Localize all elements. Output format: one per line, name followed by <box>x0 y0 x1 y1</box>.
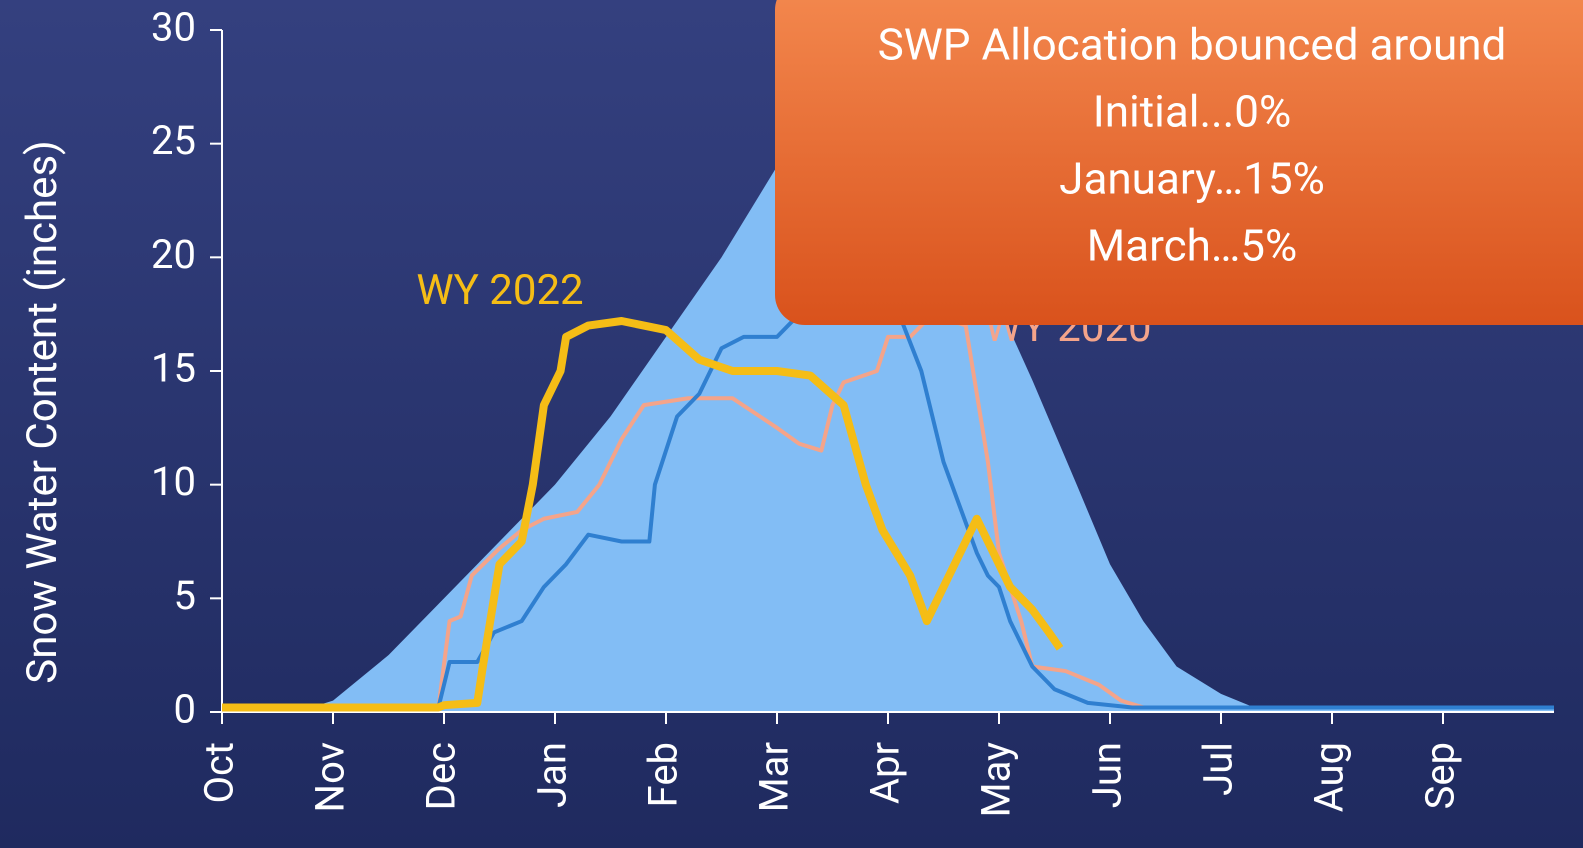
line <box>222 312 1554 710</box>
y-tick-label: 30 <box>151 4 196 51</box>
x-tick-label: Sep <box>1417 742 1464 809</box>
plot-area: 0 5 10 15 20 25 30 Oct Nov Dec Jan Feb Mar Apr May Jun J… <box>151 4 1554 817</box>
x-tick-label: Jun <box>1084 742 1131 808</box>
x-tick-label: Apr <box>862 742 909 804</box>
y-tick-label: 0 <box>174 686 196 733</box>
annotation-box: SWP Allocation bounced around Initial...0… <box>775 0 1583 325</box>
x-tick-label: Aug <box>1306 742 1353 812</box>
area <box>222 75 1554 712</box>
x-tick-label: Dec <box>418 742 465 810</box>
y-tick-label: 10 <box>151 458 196 505</box>
y-tick-label: 15 <box>151 345 196 392</box>
x-tick-label: Mar <box>751 742 798 812</box>
x-tick-label: May <box>973 742 1020 817</box>
line <box>222 312 1554 710</box>
y-tick-label: 5 <box>174 572 196 619</box>
line <box>222 316 1064 712</box>
x-tick-label: Nov <box>307 742 354 812</box>
x-tick-label: Oct <box>196 742 243 804</box>
series-label: WY 2022 <box>416 266 583 315</box>
x-tick-label: Jul <box>1195 742 1242 796</box>
y-tick-label: 25 <box>151 117 196 164</box>
annotation-background <box>775 0 1583 325</box>
annotation: SWP Allocation bounced around <box>878 19 1507 71</box>
y-axis-label: Snow Water Content (inches) <box>18 140 67 683</box>
annotation: Initial...0% <box>1093 86 1291 138</box>
x-tick-label: Jan <box>529 742 576 808</box>
annotation: January…15% <box>1059 153 1325 205</box>
annotation: March…5% <box>1087 220 1298 272</box>
y-tick-label: 20 <box>151 231 196 278</box>
x-tick-label: Feb <box>640 742 687 807</box>
